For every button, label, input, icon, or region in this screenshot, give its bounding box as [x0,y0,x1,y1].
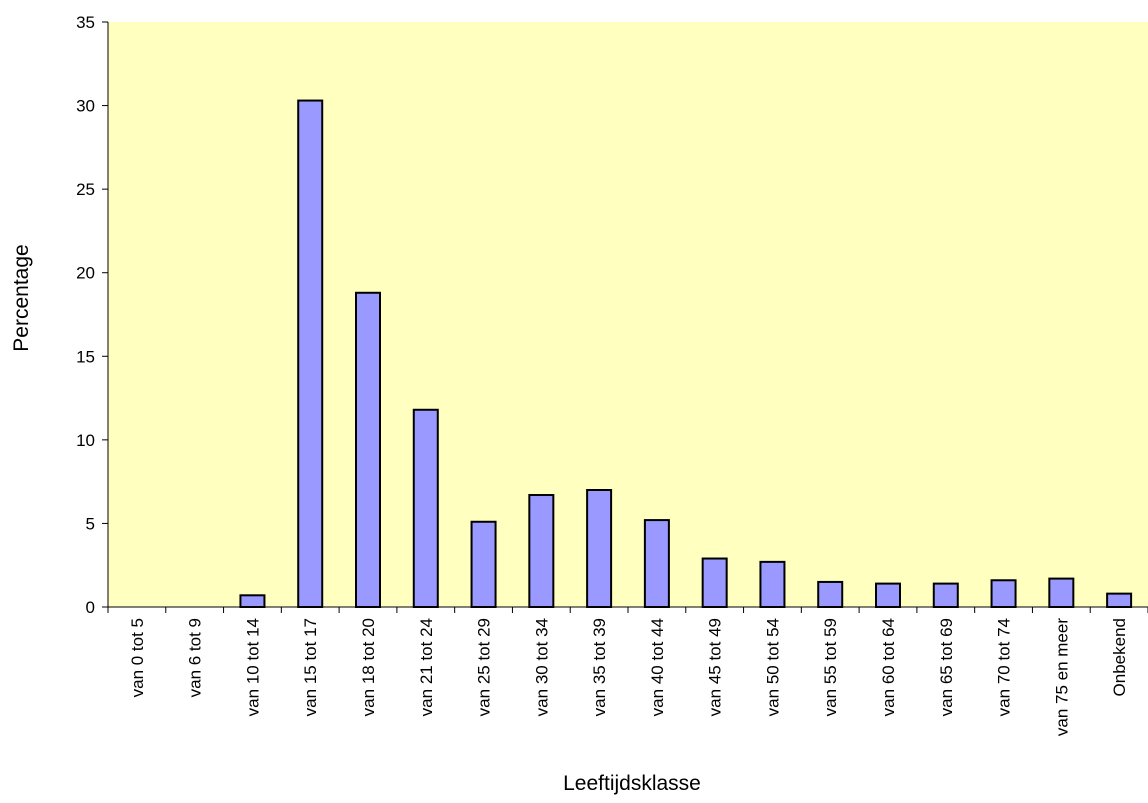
plot-area [108,22,1148,607]
y-tick-label: 10 [76,431,95,450]
y-tick-label: 20 [76,264,95,283]
y-tick-label: 15 [76,347,95,366]
bar-8 [586,489,613,608]
bar-7 [528,494,555,609]
x-tick-labels: van 0 tot 5 van 6 tot 9 van 10 tot 14 van 1… [128,618,1129,736]
y-tick-label: 0 [86,598,95,617]
bar-5 [412,408,439,608]
x-tick-label: van 25 tot 29 [475,618,494,716]
x-tick-label: van 0 tot 5 [128,618,147,697]
x-tick-label: van 21 tot 24 [417,618,436,716]
y-axis-title: Percentage [10,244,33,351]
x-tick-label: van 55 tot 59 [821,618,840,716]
x-tick-label: van 75 en meer [1052,618,1071,736]
bar-14 [932,582,959,608]
y-tick-label: 30 [76,97,95,116]
x-tick-label: van 30 tot 34 [532,618,551,716]
x-tick-label: van 70 tot 74 [995,618,1014,716]
x-tick-label: van 45 tot 49 [706,618,725,716]
bar-3 [297,99,324,608]
x-tick-label: van 50 tot 54 [763,618,782,716]
x-tick-label: Onbekend [1110,618,1129,696]
x-tick-label: van 40 tot 44 [648,618,667,716]
x-tick-label: van 60 tot 64 [879,618,898,716]
bar-13 [875,582,901,608]
bar-9 [643,519,670,609]
x-tick-label: van 18 tot 20 [359,618,378,716]
x-tick-label: van 35 tot 39 [590,618,609,716]
y-tick-label: 35 [76,13,95,32]
y-tick-label: 25 [76,180,95,199]
x-tick-label: van 6 tot 9 [186,618,205,697]
bar-15 [990,579,1017,609]
y-tick-labels: 0 5 10 15 20 25 30 35 [76,13,95,617]
x-tick-label: van 15 tot 17 [301,618,320,716]
bar-17 [1106,592,1133,609]
bar-6 [470,520,497,609]
bar-12 [817,580,844,608]
axes [102,21,1148,613]
bar-11 [759,560,786,608]
bar-4 [355,291,381,608]
x-tick-label: van 65 tot 69 [937,618,956,716]
x-tick-label: van 10 tot 14 [243,618,262,716]
bar-16 [1048,577,1075,609]
x-axis-title: Leeftijdsklasse [563,772,701,795]
bar-10 [701,557,728,609]
y-tick-label: 5 [86,514,95,533]
bars [239,99,1133,609]
bar-2 [239,594,266,608]
